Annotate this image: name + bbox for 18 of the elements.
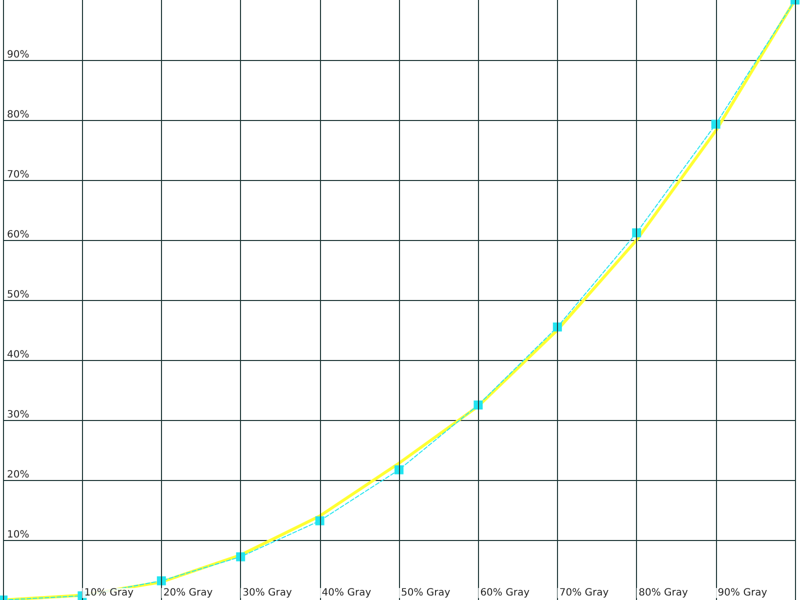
x-tick-label: 90% Gray <box>718 588 768 598</box>
y-tick-label: 40% <box>7 350 30 360</box>
x-tick-label: 40% Gray <box>322 588 372 598</box>
y-tick-label: 90% <box>7 50 30 60</box>
y-tick-label: 60% <box>7 230 30 240</box>
y-tick-label: 70% <box>7 170 30 180</box>
x-tick-label: 80% Gray <box>638 588 688 598</box>
y-tick-label: 80% <box>7 110 30 120</box>
x-tick-label: 30% Gray <box>242 588 292 598</box>
x-tick-label: 10% Gray <box>84 588 134 598</box>
y-tick-label: 10% <box>7 530 30 540</box>
x-tick-label: 60% Gray <box>480 588 530 598</box>
x-tick-label: 20% Gray <box>163 588 213 598</box>
y-tick-label: 20% <box>7 470 30 480</box>
x-tick-label: 70% Gray <box>559 588 609 598</box>
y-tick-label: 50% <box>7 290 30 300</box>
x-tick-label: 50% Gray <box>401 588 450 598</box>
y-tick-label: 30% <box>7 410 30 420</box>
